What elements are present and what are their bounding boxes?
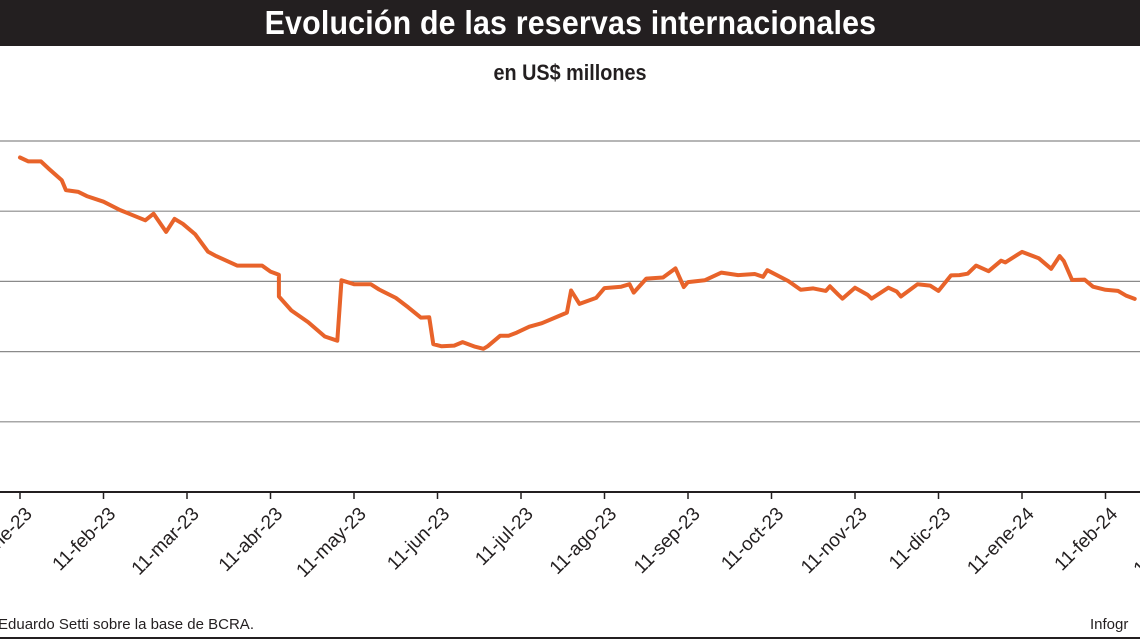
x-tick-label: 11-jun-23 (383, 504, 454, 575)
x-tick-label: 11-ene-24 (963, 503, 1038, 578)
credit-note: Infogr (1090, 616, 1129, 633)
x-tick-label: 11-sep-23 (630, 504, 704, 578)
x-tick-label: 11-feb-24 (1051, 503, 1123, 575)
x-tick-label: 11-ago-23 (546, 504, 621, 579)
chart-title: Evolución de las reservas internacionale… (264, 4, 876, 41)
series-line-reserves (18, 155, 1137, 351)
x-tick-label: 11-may-23 (293, 504, 371, 582)
x-tick-label: 11-mar-24 (1130, 503, 1140, 579)
source-note: Eduardo Setti sobre la base de BCRA. (0, 616, 254, 633)
x-tick-labels: ne-23 11-feb-23 11-mar-23 11-abr-23 11-may-2… (0, 503, 1140, 581)
x-axis (0, 491, 1140, 499)
grid-lines (0, 140, 1140, 423)
x-tick-label: 11-abr-23 (215, 504, 287, 576)
x-tick-label: ne-23 (0, 504, 37, 553)
title-bar: Evolución de las reservas internacionale… (0, 0, 1140, 46)
x-tick-label: 11-jul-23 (471, 504, 537, 570)
chart-subtitle: en US$ millones (493, 60, 647, 85)
x-tick-label: 11-mar-23 (128, 504, 204, 580)
x-tick-label: 11-oct-23 (717, 504, 788, 575)
bottom-rule (0, 637, 1140, 639)
x-tick-label: 11-feb-23 (49, 504, 120, 575)
x-tick-label: 11-nov-23 (797, 504, 871, 578)
x-tick-label: 11-dic-23 (885, 504, 955, 574)
series-group (18, 155, 1137, 351)
